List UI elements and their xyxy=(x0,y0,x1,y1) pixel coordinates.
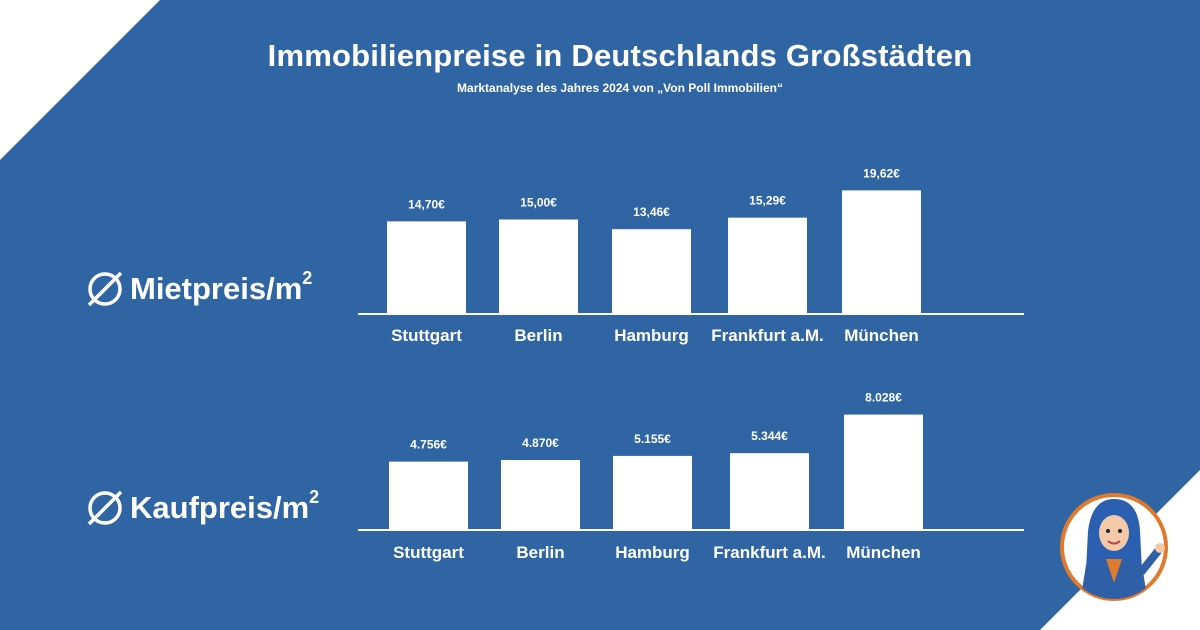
buy-category-label: München xyxy=(846,543,921,562)
rent-data-label: 15,00€ xyxy=(520,196,557,210)
buy-category-label: Berlin xyxy=(516,543,564,562)
rent-bar xyxy=(842,190,921,314)
rent-data-label: 14,70€ xyxy=(408,197,445,211)
buy-label-text: Kaufpreis/m xyxy=(130,490,310,525)
rent-data-label: 15,29€ xyxy=(749,194,786,208)
average-diameter-icon xyxy=(84,268,126,310)
buy-data-label: 5.155€ xyxy=(634,432,671,446)
rent-section-label: Mietpreis/m2 xyxy=(84,268,312,310)
rent-data-label: 13,46€ xyxy=(633,205,670,219)
mascot-avatar xyxy=(1058,491,1170,608)
buy-category-label: Frankfurt a.M. xyxy=(713,543,825,562)
rent-bar xyxy=(612,229,691,314)
woman-agent-icon xyxy=(1060,493,1168,601)
buy-data-label: 4.756€ xyxy=(410,438,447,452)
buy-data-label: 8.028€ xyxy=(865,391,902,405)
average-diameter-icon xyxy=(84,487,126,529)
rent-bar xyxy=(728,217,807,314)
buy-bar xyxy=(844,414,923,530)
rent-bar xyxy=(387,221,466,314)
buy-section-label: Kaufpreis/m2 xyxy=(84,487,319,529)
rent-category-label: Stuttgart xyxy=(391,326,462,345)
buy-data-label: 4.870€ xyxy=(522,436,559,450)
rent-data-label: 19,62€ xyxy=(863,166,900,180)
buy-category-label: Stuttgart xyxy=(393,543,464,562)
buy-data-label: 5.344€ xyxy=(751,429,788,443)
rent-category-label: München xyxy=(844,326,919,345)
buy-bar xyxy=(389,461,468,530)
rent-bar xyxy=(499,219,578,314)
rent-category-label: Hamburg xyxy=(614,326,689,345)
buy-bar xyxy=(730,453,809,530)
rent-label-text: Mietpreis/m xyxy=(130,271,303,306)
buy-bar xyxy=(501,459,580,530)
page-subtitle: Marktanalyse des Jahres 2024 von „Von Po… xyxy=(457,81,783,95)
page-title: Immobilienpreise in Deutschlands Großstä… xyxy=(267,38,973,73)
buy-label-sup: 2 xyxy=(309,486,320,507)
rent-category-label: Frankfurt a.M. xyxy=(711,326,823,345)
rent-category-label: Berlin xyxy=(514,326,562,345)
buy-bar xyxy=(613,455,692,530)
rent-label-sup: 2 xyxy=(302,267,313,288)
corner-decoration-top-left xyxy=(0,0,160,160)
buy-category-label: Hamburg xyxy=(615,543,690,562)
